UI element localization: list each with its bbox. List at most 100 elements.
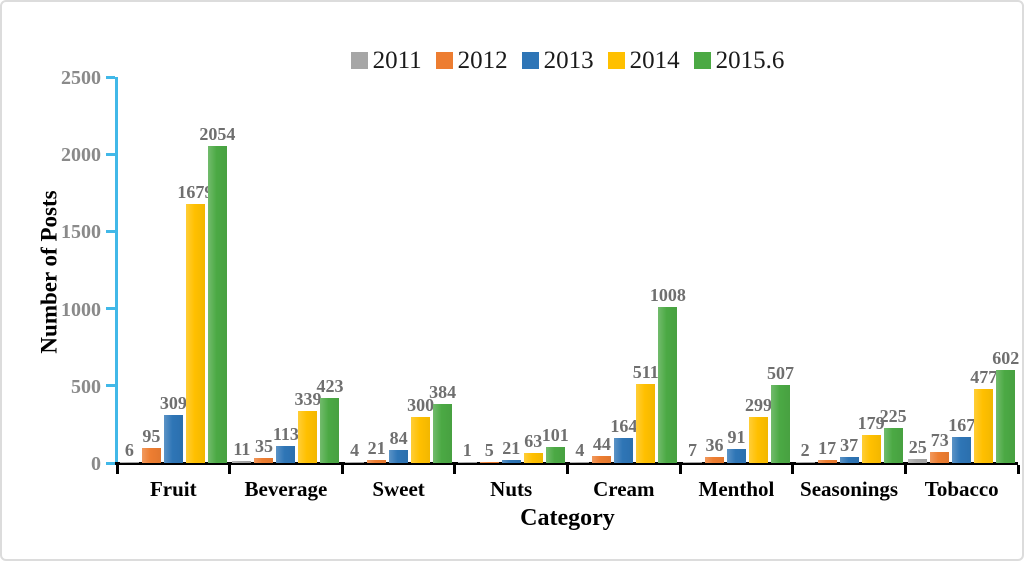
bar-tobacco-2012 — [930, 452, 950, 463]
bar-beverage-2012 — [254, 458, 274, 463]
value-label: 95 — [142, 426, 161, 446]
value-label: 2054 — [199, 124, 236, 144]
value-label: 63 — [524, 431, 543, 451]
bar-nuts-2013 — [501, 460, 521, 463]
bar-cream-2011 — [570, 462, 590, 463]
value-label: 423 — [316, 376, 344, 396]
value-label: 4 — [575, 440, 585, 460]
value-label: 299 — [744, 395, 772, 415]
x-axis-tick — [1016, 465, 1020, 474]
legend-item-2014: 2014 — [607, 47, 680, 74]
value-label: 25 — [908, 437, 927, 457]
bar-nuts-2011 — [457, 462, 477, 463]
x-axis-title: Category — [520, 505, 615, 531]
bar-cream-2014 — [636, 384, 656, 463]
x-axis-tick — [453, 465, 457, 474]
y-axis-title: Number of Posts — [36, 190, 62, 354]
y-tick-label: 2000 — [61, 144, 101, 167]
category-axis-label: Seasonings — [800, 477, 899, 501]
bar-cream-2015.6 — [658, 307, 678, 463]
category-axis-label: Sweet — [372, 477, 425, 501]
y-axis-tick — [106, 229, 115, 233]
value-label: 73 — [930, 430, 949, 450]
category-axis-label: Beverage — [244, 477, 328, 501]
value-label: 21 — [367, 438, 386, 458]
x-axis-tick — [228, 465, 232, 474]
legend-swatch-icon — [607, 52, 625, 69]
y-axis-tick — [106, 307, 115, 311]
value-label: 511 — [632, 362, 659, 382]
legend-label: 2015.6 — [715, 47, 785, 74]
bar-cream-2013 — [614, 438, 634, 463]
value-label: 602 — [992, 348, 1020, 368]
bar-seasonings-2013 — [839, 457, 859, 463]
bar-beverage-2013 — [276, 446, 296, 463]
bar-fruit-2014 — [185, 204, 205, 463]
value-label: 37 — [840, 435, 859, 455]
bar-tobacco-2011 — [908, 459, 928, 463]
value-label: 225 — [879, 406, 907, 426]
bar-menthol-2015.6 — [770, 385, 790, 463]
y-axis-tick — [106, 384, 115, 388]
value-label: 7 — [687, 440, 697, 460]
value-label: 21 — [502, 438, 521, 458]
value-label: 91 — [727, 427, 746, 447]
value-label: 167 — [948, 415, 976, 435]
bar-menthol-2014 — [748, 417, 768, 463]
bar-tobacco-2014 — [974, 389, 994, 463]
value-label: 339 — [294, 389, 322, 409]
bar-seasonings-2011 — [795, 462, 815, 463]
bar-seasonings-2015.6 — [883, 428, 903, 463]
legend-item-2012: 2012 — [435, 47, 508, 74]
value-label: 179 — [857, 413, 885, 433]
bar-cream-2012 — [592, 456, 612, 463]
y-axis-tick — [106, 461, 115, 465]
legend-label: 2012 — [457, 47, 508, 74]
bar-beverage-2011 — [232, 461, 252, 463]
bar-fruit-2012 — [141, 448, 161, 463]
legend-swatch-icon — [350, 52, 368, 69]
bar-sweet-2012 — [367, 460, 387, 463]
legend-swatch-icon — [521, 52, 539, 69]
bar-sweet-2015.6 — [433, 404, 453, 463]
bar-tobacco-2013 — [952, 437, 972, 463]
bar-beverage-2014 — [298, 411, 318, 463]
bar-tobacco-2015.6 — [996, 370, 1016, 463]
value-label: 1 — [462, 440, 472, 460]
y-tick-label: 2500 — [61, 67, 101, 89]
value-label: 101 — [541, 425, 569, 445]
bar-menthol-2012 — [704, 457, 724, 463]
bar-menthol-2011 — [682, 462, 702, 463]
value-label: 36 — [705, 435, 724, 455]
x-axis-line — [115, 462, 1018, 465]
legend-item-2013: 2013 — [521, 48, 594, 73]
category-axis-label: Menthol — [698, 477, 775, 501]
bar-fruit-2015.6 — [207, 146, 227, 463]
legend-label: 2014 — [629, 47, 680, 74]
y-tick-label: 1000 — [61, 298, 101, 321]
value-label: 2 — [800, 440, 810, 460]
legend-item-2015.6: 2015.6 — [693, 47, 785, 74]
legend: 2011 2012 2013 2014 2015.6 — [117, 48, 1018, 73]
value-label: 384 — [429, 382, 457, 402]
bar-fruit-2013 — [163, 415, 183, 463]
y-axis-tick — [106, 75, 115, 79]
x-axis-tick — [903, 465, 907, 474]
value-label: 1679 — [177, 182, 214, 202]
bar-seasonings-2012 — [817, 460, 837, 463]
legend-item-2011: 2011 — [350, 47, 422, 74]
category-axis-label: Cream — [593, 477, 655, 501]
value-label: 4 — [350, 440, 360, 460]
bar-nuts-2012 — [479, 462, 499, 463]
value-label: 300 — [407, 395, 435, 415]
legend-label: 2011 — [372, 47, 422, 74]
bar-menthol-2013 — [726, 449, 746, 463]
bar-fruit-2011 — [119, 462, 139, 463]
bar-sweet-2013 — [389, 450, 409, 463]
bar-nuts-2015.6 — [545, 447, 565, 463]
value-label: 309 — [159, 393, 187, 413]
bar-beverage-2015.6 — [320, 398, 340, 463]
value-label: 164 — [610, 416, 638, 436]
category-axis-label: Fruit — [149, 477, 197, 501]
